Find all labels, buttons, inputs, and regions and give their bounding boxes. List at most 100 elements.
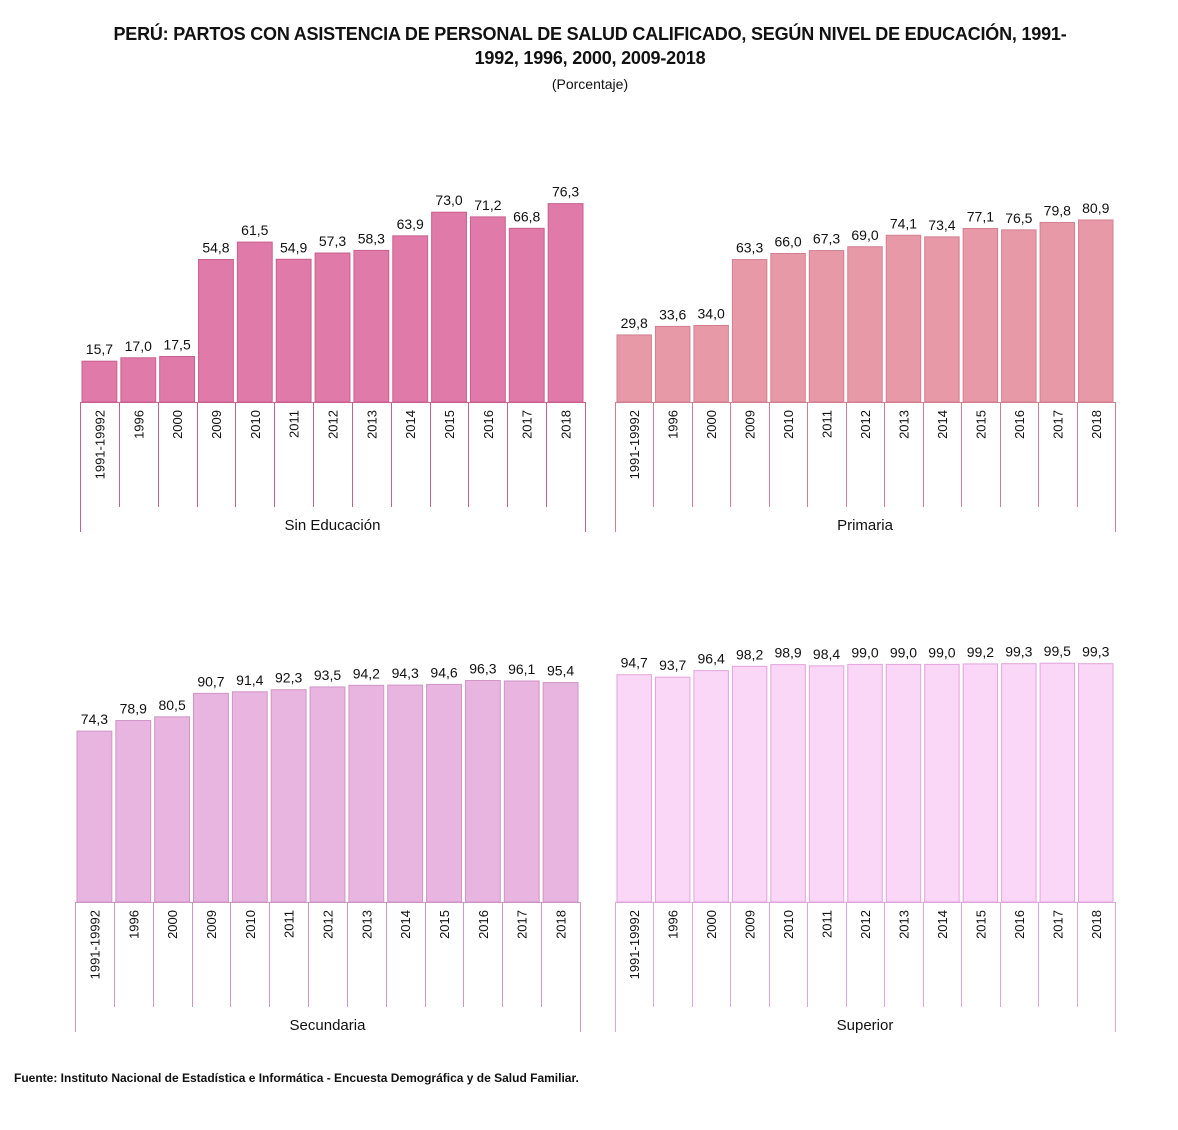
x-tick-label: 1991-19992: [627, 410, 642, 479]
data-label: 78,9: [120, 701, 147, 717]
data-label: 17,0: [125, 338, 152, 354]
data-label: 95,4: [547, 663, 574, 679]
x-tick-label: 2013: [896, 410, 911, 439]
bar-secundaria-2009: [193, 692, 229, 903]
data-label: 92,3: [275, 670, 302, 686]
bar-secundaria-2016: [464, 680, 501, 903]
x-tick-label: 2016: [476, 910, 491, 939]
bar-superior-2015: [962, 663, 999, 903]
data-label: 54,8: [202, 240, 229, 256]
data-label: 96,4: [698, 651, 725, 667]
chart-secundaria: 74,3 1991-19992 78,9 1996 80,5 2000 90,7 2009 91…: [75, 661, 581, 1034]
x-tick-label: 1991-19992: [92, 410, 107, 479]
bar-secundaria-2011: [270, 689, 307, 903]
x-tick-label: 2015: [442, 410, 457, 439]
x-tick-label: 2011: [820, 410, 835, 438]
bar-superior-1996: [654, 676, 691, 903]
data-label: 96,1: [508, 661, 535, 677]
data-label: 67,3: [813, 231, 840, 247]
data-label: 74,1: [890, 215, 917, 231]
data-label: 98,9: [774, 645, 801, 661]
data-label: 34,0: [698, 306, 725, 322]
x-tick-label: 2012: [858, 410, 873, 439]
chart-title-line-2: 1992, 1996, 2000, 2009-2018: [474, 48, 706, 68]
bar-primaria-2012: [847, 246, 883, 403]
x-tick-label: 2018: [559, 410, 574, 439]
x-tick-label: 2011: [287, 410, 302, 438]
group-label: Secundaria: [290, 1017, 367, 1034]
data-label: 94,7: [621, 655, 648, 671]
x-tick-label: 2012: [321, 910, 336, 939]
bar-superior-2014: [924, 663, 960, 903]
bar-superior-1991-19992: [616, 674, 652, 903]
bar-primaria-2009: [731, 259, 768, 403]
x-tick-label: 1991-19992: [627, 910, 642, 979]
bar-superior-2009: [731, 665, 768, 903]
data-label: 99,2: [967, 644, 994, 660]
chart-superior: 94,7 1991-19992 93,7 1996 96,4 2000 98,2 2009 98…: [615, 643, 1116, 1034]
x-tick-label: 2016: [1012, 910, 1027, 939]
bar-superior-2011: [808, 665, 845, 903]
bar-secundaria-1991-19992: [76, 730, 113, 903]
bar-superior-2016: [1001, 663, 1037, 903]
x-tick-label: 2009: [743, 410, 758, 439]
x-tick-label: 2016: [481, 410, 496, 439]
bar-primaria-2015: [962, 228, 999, 403]
group-label: Superior: [837, 1017, 894, 1034]
x-tick-label: 2018: [554, 910, 569, 939]
x-tick-label: 2013: [364, 410, 379, 439]
x-tick-label: 2014: [403, 410, 418, 439]
x-tick-label: 2010: [243, 910, 258, 939]
data-label: 77,1: [967, 209, 994, 225]
bar-sin-educacion-2016: [469, 216, 506, 403]
x-tick-label: 2000: [165, 910, 180, 939]
x-tick-label: 1996: [666, 410, 681, 439]
x-tick-label: 2000: [704, 410, 719, 439]
data-label: 99,5: [1044, 643, 1071, 659]
data-label: 99,0: [928, 644, 955, 660]
panel-sin-educacion: 15,7 1991-19992 17,0 1996 17,5 2000 54,8 2009 61…: [80, 130, 586, 540]
chart-title: PERÚ: PARTOS CON ASISTENCIA DE PERSONAL …: [80, 22, 1100, 70]
x-tick-label: 2017: [1050, 910, 1065, 939]
x-tick-label: 2013: [359, 910, 374, 939]
bar-primaria-2017: [1039, 221, 1076, 403]
x-tick-label: 2017: [1050, 410, 1065, 439]
panel-secundaria: 74,3 1991-19992 78,9 1996 80,5 2000 90,7 2009 91…: [75, 630, 581, 1040]
bar-sin-educacion-2018: [547, 203, 584, 403]
x-tick-label: 2011: [820, 910, 835, 938]
bar-sin-educacion-2017: [508, 227, 545, 403]
x-tick-label: 2018: [1089, 910, 1104, 939]
bar-secundaria-2017: [503, 680, 540, 903]
bar-sin-educacion-2014: [392, 235, 429, 403]
bar-sin-educacion-2009: [198, 259, 234, 403]
x-tick-label: 1996: [126, 910, 141, 939]
bar-superior-2012: [847, 663, 883, 903]
x-tick-label: 2000: [704, 910, 719, 939]
bar-sin-educacion-2011: [275, 258, 312, 403]
x-tick-label: 1991-19992: [87, 910, 102, 979]
x-tick-label: 1996: [666, 910, 681, 939]
bar-secundaria-2010: [231, 691, 268, 903]
panel-superior: 94,7 1991-19992 93,7 1996 96,4 2000 98,2 2009 98…: [615, 630, 1116, 1040]
bar-superior-2013: [885, 663, 922, 903]
data-label: 63,3: [736, 240, 763, 256]
x-tick-label: 2017: [515, 910, 530, 939]
bar-superior-2017: [1039, 662, 1076, 903]
data-label: 33,6: [659, 306, 686, 322]
chart-subtitle: (Porcentaje): [551, 76, 629, 92]
bar-primaria-2011: [808, 250, 845, 403]
panel-primaria: 29,8 1991-19992 33,6 1996 34,0 2000 63,3 2009 66…: [615, 130, 1116, 540]
bar-sin-educacion-2010: [236, 241, 273, 403]
data-label: 66,8: [513, 208, 540, 224]
bar-secundaria-2018: [542, 682, 579, 903]
bar-primaria-1996: [654, 325, 691, 403]
x-tick-label: 2015: [973, 410, 988, 439]
bar-primaria-2014: [924, 236, 960, 403]
data-label: 79,8: [1044, 202, 1071, 218]
data-label: 73,4: [928, 217, 955, 233]
data-label: 98,4: [813, 646, 840, 662]
bar-sin-educacion-1991-19992: [81, 360, 118, 403]
data-label: 99,3: [1005, 644, 1032, 660]
x-tick-label: 2015: [437, 910, 452, 939]
data-label: 76,5: [1005, 210, 1032, 226]
